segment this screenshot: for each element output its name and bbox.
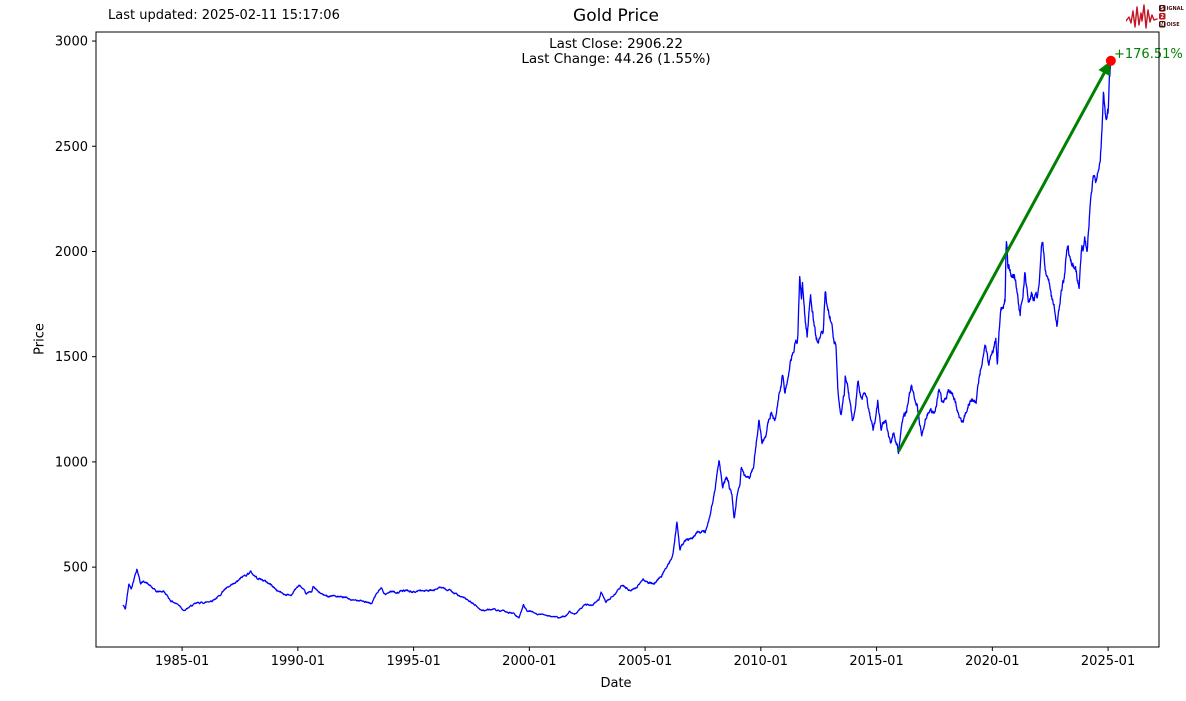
y-tick-label: 3000 bbox=[55, 35, 88, 50]
x-tick-label: 2015-01 bbox=[849, 654, 903, 669]
price-line bbox=[122, 60, 1112, 619]
logo-badge-letter: N bbox=[1160, 22, 1164, 28]
trend-arrow bbox=[897, 67, 1108, 452]
y-tick-label: 2500 bbox=[55, 140, 88, 155]
y-tick-label: 2000 bbox=[55, 245, 88, 260]
logo-word-noise: OISE bbox=[1167, 22, 1181, 28]
x-axis-label: Date bbox=[600, 676, 632, 691]
logo-badge bbox=[1159, 21, 1166, 28]
x-tick-label: 2025-01 bbox=[1081, 654, 1135, 669]
x-tick-label: 1995-01 bbox=[386, 654, 440, 669]
logo-badge bbox=[1159, 5, 1166, 12]
x-tick-label: 2005-01 bbox=[618, 654, 672, 669]
logo-word-signal: IGNAL bbox=[1167, 6, 1185, 12]
x-tick-label: 1990-01 bbox=[271, 654, 325, 669]
axes-frame bbox=[95, 31, 1160, 648]
x-tick-label: 2010-01 bbox=[734, 654, 788, 669]
last-updated-text: Last updated: 2025-02-11 15:17:06 bbox=[108, 8, 340, 23]
x-tick-label: 2000-01 bbox=[502, 654, 556, 669]
percent-change-annotation: +176.51% bbox=[1114, 47, 1183, 62]
x-tick-label: 2020-01 bbox=[965, 654, 1019, 669]
x-tick-label: 1985-01 bbox=[155, 654, 209, 669]
logo-badge bbox=[1159, 13, 1166, 20]
logo-badge-letter: S bbox=[1160, 6, 1164, 12]
last-change-text: Last Change: 44.26 (1.55%) bbox=[521, 51, 711, 67]
last-close-text: Last Close: 2906.22 bbox=[549, 36, 683, 52]
y-tick-label: 500 bbox=[63, 561, 88, 576]
y-tick-label: 1000 bbox=[55, 455, 88, 470]
waveform-icon bbox=[1126, 4, 1158, 29]
chart-title: Gold Price bbox=[573, 6, 659, 26]
last-price-marker bbox=[1105, 55, 1116, 66]
y-tick-label: 1500 bbox=[55, 350, 88, 365]
logo-badge-letter: 2 bbox=[1160, 14, 1164, 20]
